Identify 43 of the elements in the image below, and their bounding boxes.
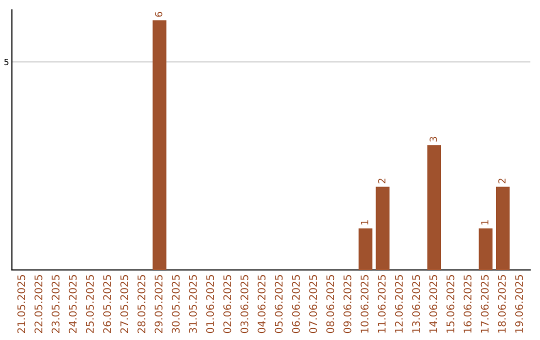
data-label: 3 [430, 136, 437, 142]
x-tick-label: 29.05.2025 [154, 275, 163, 334]
x-tick-label: 14.06.2025 [429, 275, 438, 333]
x-tick-label: 15.06.2025 [446, 275, 454, 333]
bar [358, 228, 372, 270]
x-tick-label: 02.06.2025 [223, 275, 232, 334]
x-tick-label: 07.06.2025 [309, 275, 318, 334]
x-tick-label: 24.05.2025 [68, 275, 77, 334]
x-tick-label: 09.06.2025 [343, 275, 352, 334]
x-tick-label: 06.06.2025 [292, 275, 300, 334]
data-label: 6 [154, 12, 162, 17]
x-tick-label: 17.06.2025 [480, 275, 489, 333]
x-tick-label: 10.06.2025 [360, 275, 369, 333]
y-tick-label: 5 [4, 58, 8, 66]
x-tick-label: 27.05.2025 [120, 275, 128, 334]
data-label: 1 [481, 220, 488, 224]
data-label: 1 [361, 220, 368, 224]
bar [496, 186, 510, 270]
x-tick-label: 12.06.2025 [394, 275, 403, 333]
x-tick-label: 05.06.2025 [274, 275, 283, 334]
x-tick-label: 04.06.2025 [258, 275, 266, 334]
x-tick-label: 19.06.2025 [515, 275, 524, 333]
x-tick-label: 03.06.2025 [240, 275, 248, 334]
x-tick-label: 11.06.2025 [378, 275, 386, 333]
x-tick-label: 13.06.2025 [412, 275, 420, 333]
bar [376, 186, 390, 270]
bar [152, 20, 166, 270]
x-tick-label: 01.06.2025 [206, 275, 214, 334]
bar [478, 228, 493, 270]
x-tick-label: 28.05.2025 [137, 275, 146, 334]
data-label: 2 [378, 178, 386, 184]
x-tick-label: 23.05.2025 [52, 275, 60, 334]
x-tick-label: 16.06.2025 [464, 275, 472, 333]
x-tick-label: 31.05.2025 [188, 275, 197, 333]
bar [427, 145, 442, 270]
x-tick-label: 25.05.2025 [86, 275, 94, 334]
x-tick-label: 21.05.2025 [17, 275, 26, 334]
x-tick-label: 30.05.2025 [172, 275, 180, 333]
x-tick-label: 18.06.2025 [498, 275, 506, 333]
data-label: 2 [498, 178, 506, 184]
x-tick-label: 22.05.2025 [34, 275, 42, 334]
x-tick-label: 26.05.2025 [103, 275, 112, 334]
x-tick-label: 08.06.2025 [326, 275, 334, 334]
